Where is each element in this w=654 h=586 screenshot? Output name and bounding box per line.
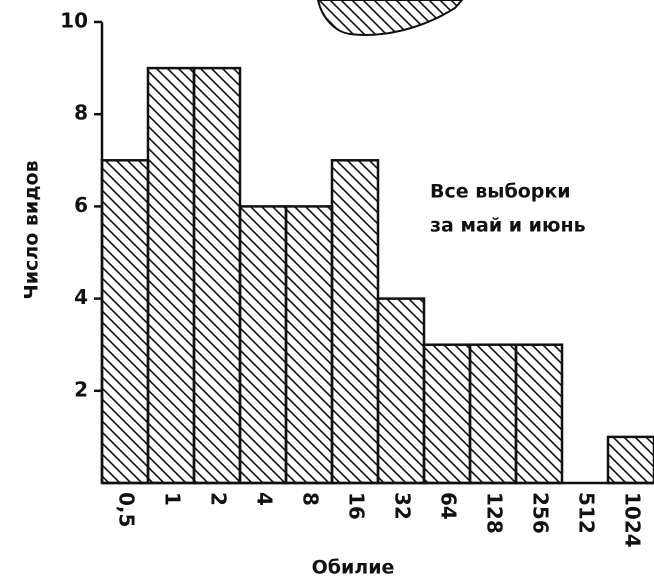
y-tick-label: 4	[74, 285, 88, 309]
x-tick-label: 2	[207, 492, 231, 506]
x-tick-label: 512	[575, 492, 599, 534]
bar	[146, 66, 196, 485]
y-axis-label: Число видов	[21, 160, 43, 299]
bar	[606, 435, 654, 485]
x-tick-label: 128	[483, 492, 507, 534]
y-tick-label: 10	[60, 9, 88, 33]
bar	[376, 297, 426, 485]
x-tick-label: 16	[345, 492, 369, 520]
bar	[468, 343, 518, 485]
bar	[330, 159, 380, 485]
annotation: Все выборки	[430, 181, 571, 203]
x-tick-label: 64	[437, 492, 461, 520]
y-tick-label: 6	[74, 193, 88, 217]
bar	[100, 159, 150, 485]
y-tick-label: 8	[74, 101, 88, 125]
x-tick-label: 32	[391, 492, 415, 520]
x-tick-label: 1024	[621, 492, 645, 548]
y-tick-label: 2	[74, 377, 88, 401]
x-tick-label: 8	[299, 492, 323, 506]
annotation: за май и июнь	[430, 215, 586, 237]
bar	[514, 343, 564, 485]
x-tick-label: 0,5	[115, 492, 139, 527]
decoration	[316, 0, 464, 36]
x-tick-label: 1	[161, 492, 185, 506]
x-tick-label: 4	[253, 492, 277, 506]
x-tick-label: 256	[529, 492, 553, 534]
bar	[238, 205, 288, 485]
bar	[284, 205, 334, 485]
bar	[192, 66, 242, 485]
x-axis-label: Обилие	[312, 557, 395, 579]
bar	[422, 343, 472, 485]
